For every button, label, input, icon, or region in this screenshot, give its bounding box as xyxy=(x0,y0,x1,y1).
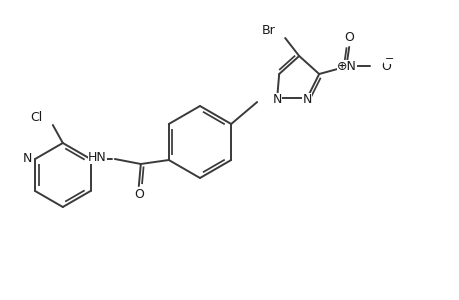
Text: N: N xyxy=(302,92,311,106)
Text: O: O xyxy=(343,31,353,44)
Text: −: − xyxy=(384,54,393,64)
Text: O: O xyxy=(134,188,144,202)
Text: O: O xyxy=(381,59,390,73)
Text: N: N xyxy=(22,152,32,164)
Text: Cl: Cl xyxy=(30,110,43,124)
Text: Br: Br xyxy=(261,23,274,37)
Text: N: N xyxy=(272,92,281,106)
Text: HN: HN xyxy=(88,151,106,164)
Text: ⊕N: ⊕N xyxy=(336,59,356,73)
